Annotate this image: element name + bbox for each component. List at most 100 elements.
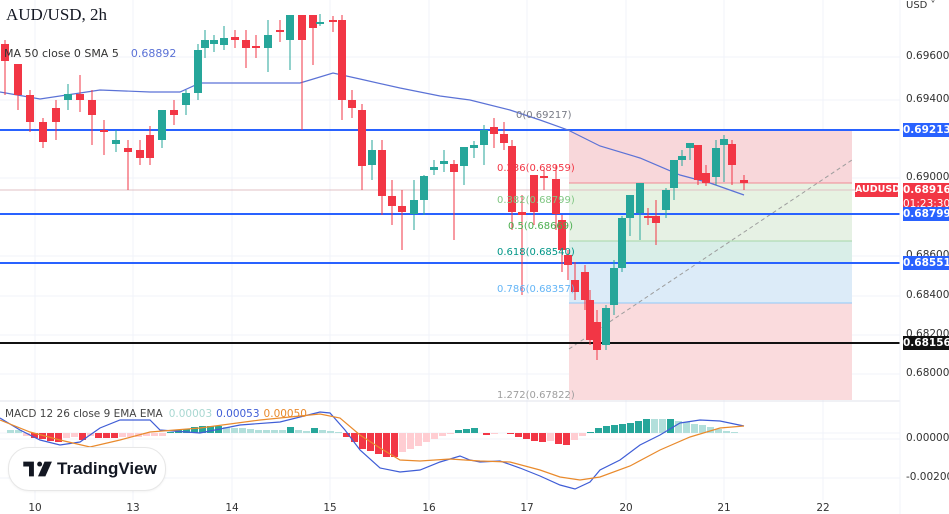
candle: [158, 110, 166, 148]
candle: [88, 90, 96, 145]
candle: [694, 145, 702, 185]
price-axis-label: 0.69000: [906, 171, 949, 183]
candle: [558, 215, 566, 272]
candle: [338, 15, 346, 120]
time-axis-label: 15: [323, 502, 337, 514]
candle: [26, 90, 34, 132]
fib-level-label: 0.786(0.68357): [497, 284, 575, 295]
candle: [309, 15, 317, 65]
price-axis-label: 0.00000: [906, 432, 949, 444]
tradingview-logo-text: TradingView: [57, 459, 157, 478]
candle: [112, 130, 120, 152]
time-axis-label: 13: [126, 502, 140, 514]
candle: [636, 183, 644, 240]
candle: [100, 120, 108, 155]
candle: [530, 175, 538, 225]
candle: [220, 26, 228, 50]
time-axis-label: 21: [717, 502, 731, 514]
tradingview-logo-icon: [23, 461, 52, 477]
candle: [316, 14, 324, 26]
candle: [602, 305, 610, 350]
candle: [358, 104, 366, 190]
candle: [552, 165, 560, 230]
candle: [460, 147, 468, 185]
candle: [490, 118, 498, 148]
fib-level-label: 0.618(0.68540): [497, 247, 575, 258]
candle: [298, 15, 306, 130]
candle: [430, 160, 438, 175]
candle: [720, 135, 728, 182]
candle: [264, 20, 272, 72]
candle: [626, 195, 634, 236]
price-axis-label: 0.68400: [906, 289, 949, 301]
candle: [644, 208, 652, 225]
candle: [276, 20, 284, 42]
candle: [124, 140, 132, 190]
candle: [670, 160, 678, 200]
candle: [286, 15, 294, 70]
macd-signal-value: 0.00050: [263, 408, 307, 420]
candlesticks: [1, 14, 748, 360]
candle: [329, 16, 337, 32]
candle: [410, 180, 418, 230]
price-axis-label: 0.69400: [906, 93, 949, 105]
candle: [728, 140, 736, 185]
price-axis-label: 0.68000: [906, 367, 949, 379]
time-axis-label: 14: [225, 502, 239, 514]
candle: [378, 140, 386, 215]
ma-legend[interactable]: MA 50 close 0 SMA 5 0.68892: [4, 47, 176, 60]
candle: [702, 165, 710, 186]
tradingview-logo[interactable]: TradingView: [8, 447, 166, 491]
candle: [398, 190, 406, 250]
candle: [420, 175, 428, 215]
candle: [712, 140, 720, 185]
candle: [508, 140, 516, 230]
candle: [252, 35, 260, 58]
time-axis-label: 22: [816, 502, 830, 514]
candle: [182, 90, 190, 115]
candle: [686, 143, 694, 160]
candle: [564, 250, 572, 280]
fib-level-label: 1.272(0.67822): [497, 390, 575, 401]
candle: [231, 30, 239, 48]
candle: [540, 170, 548, 190]
chart-title: AUD/USD, 2h: [6, 5, 108, 24]
candle: [39, 118, 47, 148]
symbol-tag: AUDUSD: [855, 183, 901, 197]
candle: [480, 125, 488, 165]
candle: [14, 64, 22, 110]
candle: [348, 90, 356, 118]
candle: [450, 160, 458, 240]
price-tag-0.68551: 0.68551: [903, 256, 949, 270]
candle: [368, 140, 376, 180]
time-axis-label: 17: [520, 502, 534, 514]
fib-level-label: 0(0.69217): [516, 110, 572, 121]
currency-selector[interactable]: USD ˅: [906, 0, 936, 11]
candle: [610, 260, 618, 315]
candle: [76, 75, 84, 112]
candle: [586, 290, 594, 345]
fib-retracement[interactable]: [568, 130, 853, 400]
candle: [652, 200, 660, 245]
candle: [500, 122, 508, 150]
time-axis-label: 16: [422, 502, 436, 514]
time-axis-label: 20: [619, 502, 633, 514]
macd-value: 0.00053: [216, 408, 260, 420]
candle: [210, 35, 218, 52]
candle: [470, 141, 478, 158]
candle: [388, 180, 396, 225]
ma-legend-value: 0.68892: [130, 47, 177, 60]
fib-level-label: 0.382(0.68799): [497, 195, 575, 206]
candle: [571, 262, 579, 300]
candle: [593, 310, 601, 360]
price-tag-0.68799: 0.68799: [903, 207, 949, 221]
fib-level-label: 0.236(0.68959): [497, 163, 575, 174]
price-tag-0.68156: 0.68156: [903, 336, 949, 350]
candle: [662, 188, 670, 218]
macd-legend[interactable]: MACD 12 26 close 9 EMA EMA 0.00003 0.00053…: [5, 408, 307, 420]
candle: [581, 265, 589, 310]
fib-level-label: 0.5(0.68669): [508, 221, 574, 232]
ma50-line: [0, 72, 745, 196]
price-axis-label: 0.69600: [906, 50, 949, 62]
